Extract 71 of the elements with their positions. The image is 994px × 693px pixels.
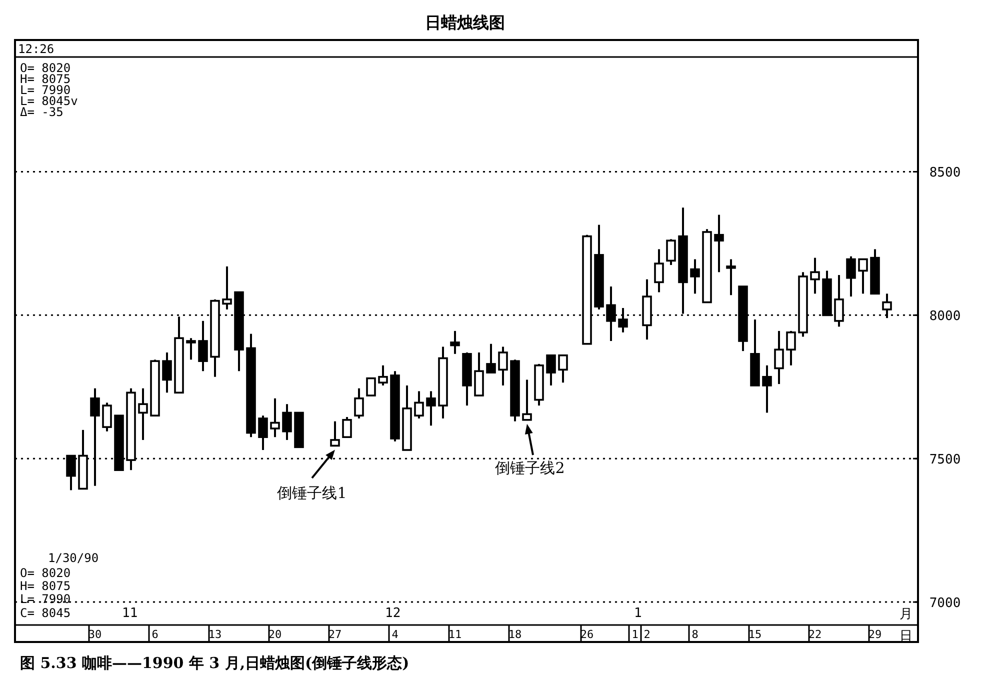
candlestick: [354, 387, 364, 420]
annotation: H= 8075: [20, 579, 71, 593]
candlestick: [522, 378, 532, 421]
y-tick-label: 7000: [929, 596, 961, 612]
annotation: 倒锤子线1: [277, 484, 347, 502]
annotation: 日: [900, 629, 912, 644]
candlestick: [666, 238, 676, 266]
candlestick: [258, 414, 268, 452]
annotation: 12:26: [18, 42, 54, 56]
x-tick-label: 26: [580, 628, 594, 641]
x-tick-label: 13: [208, 628, 222, 641]
annotation: 1: [634, 606, 642, 621]
annotation: O= 8020: [20, 61, 71, 75]
candlestick: [786, 330, 796, 366]
x-tick-label: 2: [644, 628, 650, 641]
x-tick-label: 20: [268, 628, 282, 641]
candlestick: [690, 258, 700, 295]
x-tick-label: 8: [692, 628, 698, 641]
candlestick: [426, 390, 436, 427]
annotation: 图 5.33 咖啡——1990 年 3 月,日蜡烛图(倒锤子线形态): [20, 654, 410, 672]
x-tick-label: 1: [632, 628, 638, 641]
y-tick-label: 7500: [929, 452, 961, 468]
candlestick: [558, 354, 568, 384]
candlestick: [774, 330, 784, 386]
candlestick: [654, 248, 664, 294]
candlestick: [858, 258, 868, 295]
candlestick: [162, 351, 172, 394]
candlestick: [222, 265, 232, 310]
candlestick: [378, 364, 388, 386]
chart-title: 日蜡烛线图: [425, 13, 505, 32]
y-tick-label: 8500: [929, 166, 961, 181]
candlestick: [186, 337, 196, 361]
candlestick: [498, 346, 508, 386]
candlestick: [546, 354, 556, 386]
candlestick: [450, 330, 460, 355]
candlestick: [342, 416, 352, 438]
annotation: H= 8075: [20, 72, 71, 86]
x-tick-label: 11: [448, 628, 462, 641]
candlestick: [198, 320, 208, 372]
x-tick-label: 22: [808, 628, 822, 641]
annotation: 倒锤子线2: [495, 459, 565, 477]
x-tick-label: 6: [152, 628, 158, 641]
x-tick-label: 15: [748, 628, 762, 641]
y-tick-label: 8000: [929, 309, 961, 324]
candlestick: [726, 258, 736, 296]
candlestick: [366, 377, 376, 396]
candlestick: [810, 256, 820, 295]
x-tick-label: 4: [392, 628, 398, 641]
candlestick: [486, 342, 496, 374]
annotation: Δ= -35: [20, 105, 64, 119]
x-tick-label: 18: [508, 628, 522, 641]
x-tick-label: 30: [88, 628, 102, 641]
annotation: 12: [385, 606, 401, 621]
candlestick: [282, 403, 292, 441]
candlestick: [762, 364, 772, 414]
annotation: 11: [122, 606, 138, 621]
x-tick-label: 27: [328, 628, 342, 641]
candlestick: [270, 397, 280, 438]
x-tick-label: 29: [868, 628, 882, 641]
annotation: L= 8045v: [20, 94, 78, 108]
candlestick: [414, 390, 424, 420]
annotation: L= 7990: [20, 83, 71, 97]
candlestick: [330, 420, 340, 447]
candlestick: [102, 402, 112, 432]
annotation: O= 8020: [20, 566, 71, 580]
annotation: C= 8045: [20, 606, 71, 620]
candlestick: [714, 214, 724, 274]
candlestick: [138, 387, 148, 441]
annotation: 月: [900, 607, 912, 622]
annotation: 1/30/90: [48, 551, 99, 565]
candlestick: [846, 255, 856, 298]
